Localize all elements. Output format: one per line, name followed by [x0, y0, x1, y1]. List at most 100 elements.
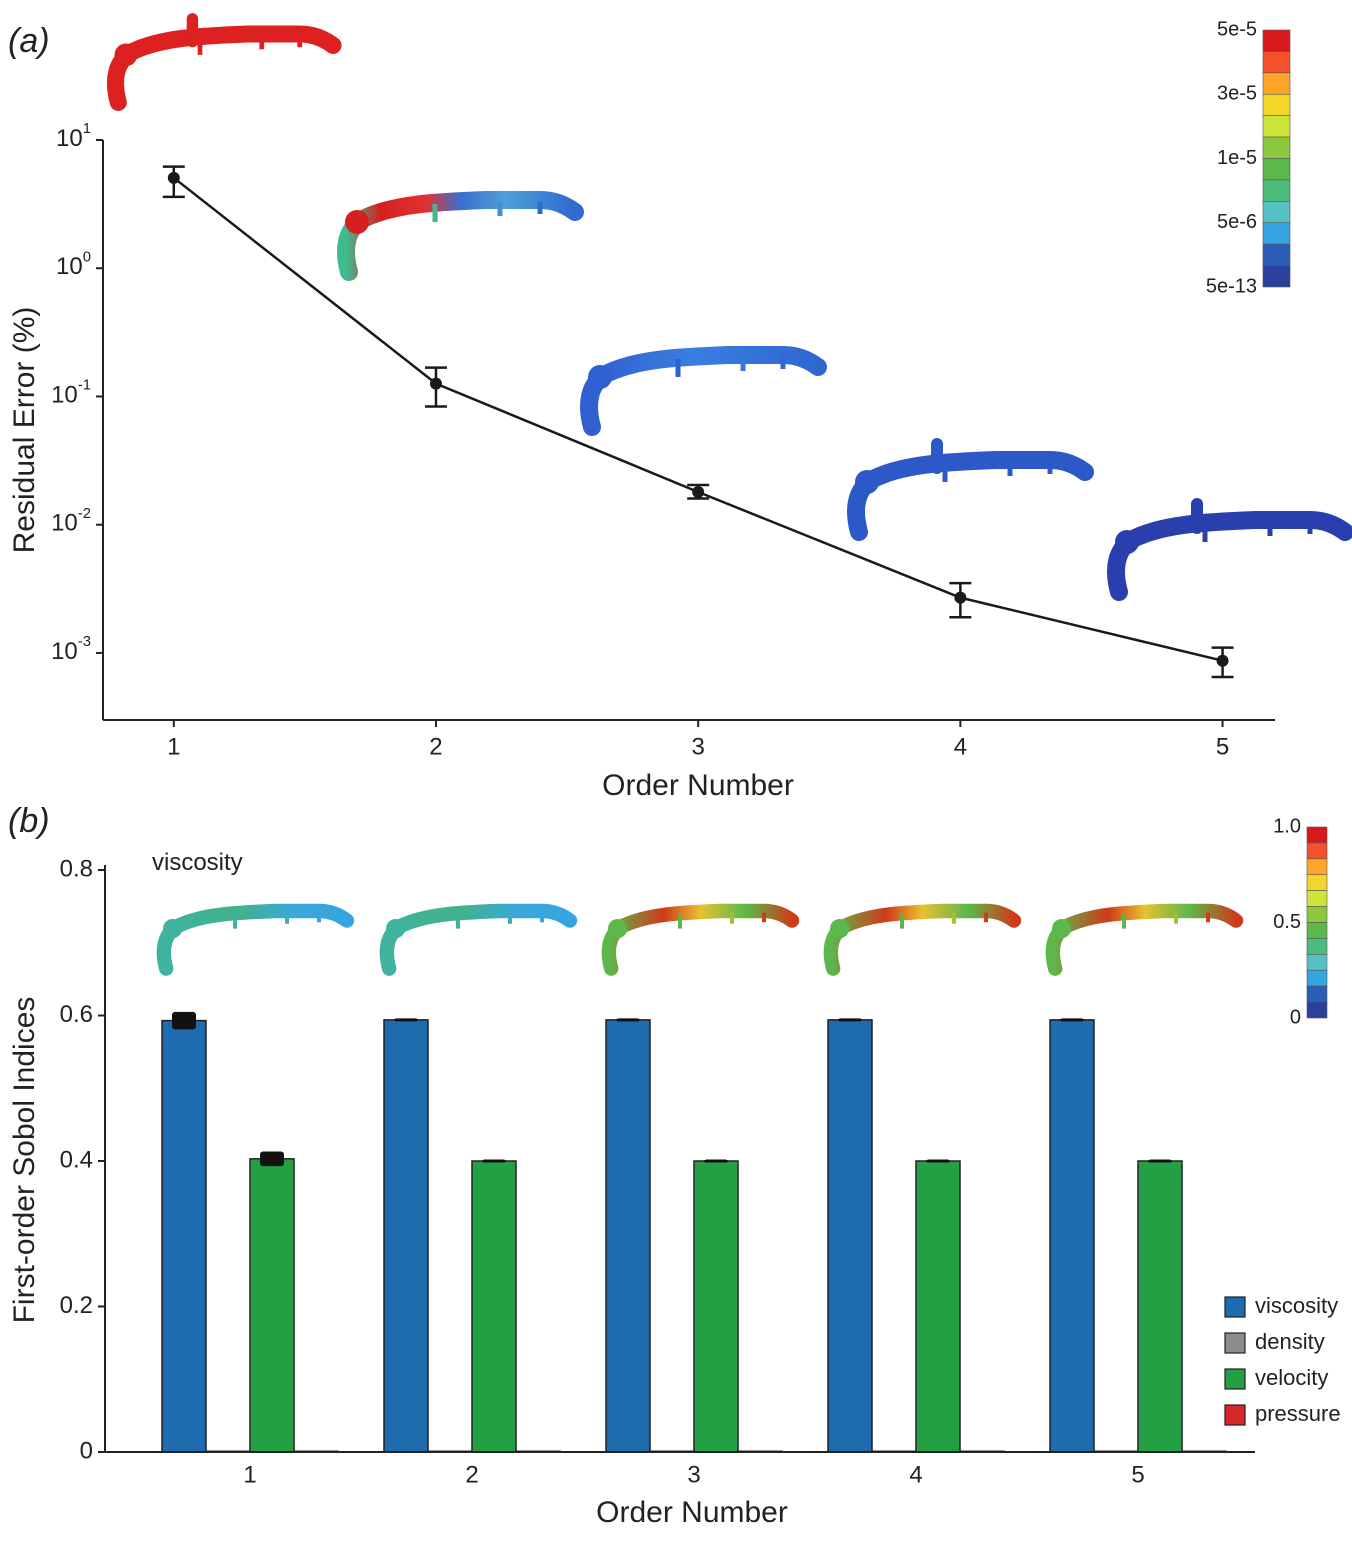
tick-exponent: -3	[78, 634, 91, 650]
legend-label: pressure	[1255, 1401, 1341, 1426]
error-bar	[704, 1159, 728, 1163]
error-bar	[616, 1018, 640, 1022]
colorbar-segment	[1306, 858, 1328, 876]
error-bar	[482, 1159, 506, 1163]
bar	[693, 1160, 739, 1453]
bar	[1137, 1160, 1183, 1453]
colorbar-segment	[1306, 890, 1328, 907]
colorbar-segment	[1306, 985, 1328, 1003]
tick-base: 10	[56, 125, 83, 152]
error-bar	[1060, 1018, 1084, 1022]
colorbar-segment	[1262, 51, 1291, 74]
bar	[383, 1019, 429, 1453]
error-bar	[260, 1151, 284, 1167]
tick-exponent: 1	[83, 121, 91, 137]
y-tick-label: 10-1	[51, 378, 91, 409]
colorbar-label: 0.5	[1273, 911, 1301, 933]
tick-base: 10	[51, 638, 78, 665]
colorbar-segment	[1306, 969, 1328, 987]
colorbar-segment	[1262, 179, 1291, 202]
legend-label: velocity	[1255, 1365, 1328, 1390]
colorbar-segment	[1262, 93, 1291, 116]
colorbar-segment	[1306, 922, 1328, 939]
y-tick-label: 0.4	[60, 1146, 93, 1173]
y-tick-label: 0.6	[60, 1001, 93, 1028]
y-axis-title: First-order Sobol Indices	[8, 997, 41, 1324]
y-tick-label: 100	[56, 249, 91, 280]
series-line	[173, 176, 1223, 662]
legend-label: density	[1255, 1329, 1325, 1354]
colorbar-label: 3e-5	[1217, 83, 1257, 105]
bar	[249, 1158, 295, 1453]
colorbar-segment	[1306, 874, 1328, 891]
colorbar-segment	[1306, 1001, 1328, 1019]
colorbar-segment	[1306, 842, 1328, 860]
colorbar-label: 1.0	[1273, 815, 1301, 837]
colorbar-segment	[1262, 136, 1291, 159]
tick-base: 10	[51, 510, 78, 537]
x-tick-label: 3	[687, 1461, 700, 1488]
error-bar	[838, 1018, 862, 1022]
x-tick-label: 4	[909, 1461, 922, 1488]
colorbar-segment	[1262, 72, 1291, 95]
tick-base: 10	[51, 382, 78, 409]
error-bar	[394, 1018, 418, 1022]
colorbar-label: 1e-5	[1217, 147, 1257, 169]
colorbar-segment	[1306, 826, 1328, 844]
colorbar-segment	[1262, 201, 1291, 224]
marker	[954, 591, 967, 604]
marker	[167, 171, 180, 184]
x-tick-label: 4	[954, 733, 967, 760]
x-tick-label: 1	[167, 733, 180, 760]
x-axis-title: Order Number	[602, 769, 794, 802]
error-bar	[1148, 1159, 1172, 1163]
colorbar-segment	[1306, 906, 1328, 923]
legend-swatch	[1224, 1404, 1246, 1426]
vessel-images	[115, 19, 1346, 969]
y-tick-label: 0.8	[60, 855, 93, 882]
annotation: viscosity	[152, 849, 243, 876]
tick-exponent: -1	[78, 378, 91, 394]
bar	[471, 1160, 517, 1453]
bar	[605, 1019, 651, 1453]
colorbar-segment	[1306, 938, 1328, 955]
colorbar-segment	[1262, 222, 1291, 245]
colorbar-label: 0	[1290, 1006, 1301, 1028]
x-tick-label: 2	[429, 733, 442, 760]
colorbar-label: 5e-5	[1217, 18, 1257, 40]
tick-exponent: 0	[83, 249, 91, 265]
error-bar	[172, 1011, 196, 1030]
panel-label: (a)	[8, 22, 50, 60]
colorbar-segment	[1262, 29, 1291, 52]
bar	[915, 1160, 961, 1453]
legend-label: viscosity	[1255, 1293, 1338, 1318]
y-tick-label: 101	[56, 121, 91, 152]
tick-exponent: -2	[78, 506, 91, 522]
y-tick-label: 0	[80, 1437, 93, 1464]
y-tick-label: 10-3	[51, 634, 91, 665]
panel-label: (b)	[8, 802, 50, 840]
colorbar-segment	[1262, 265, 1291, 288]
legend-swatch	[1224, 1332, 1246, 1354]
colorbar-segment	[1262, 115, 1291, 138]
y-tick-label: 0.2	[60, 1292, 93, 1319]
x-tick-label: 1	[243, 1461, 256, 1488]
colorbar-label: 5e-13	[1206, 275, 1257, 297]
legend-swatch	[1224, 1368, 1246, 1390]
bar	[827, 1019, 873, 1453]
colorbar-label: 5e-6	[1217, 211, 1257, 233]
x-axis-title: Order Number	[596, 1496, 788, 1529]
colorbar-segment	[1262, 158, 1291, 181]
marker	[1216, 654, 1229, 667]
error-bar	[926, 1159, 950, 1163]
x-tick-label: 5	[1131, 1461, 1144, 1488]
colorbar-segment	[1262, 243, 1291, 266]
x-tick-label: 3	[691, 733, 704, 760]
x-tick-label: 2	[465, 1461, 478, 1488]
bar	[1049, 1019, 1095, 1453]
y-tick-label: 10-2	[51, 506, 91, 537]
colorbar-segment	[1306, 954, 1328, 971]
y-axis-title: Residual Error (%)	[8, 307, 41, 554]
x-tick-label: 5	[1216, 733, 1229, 760]
